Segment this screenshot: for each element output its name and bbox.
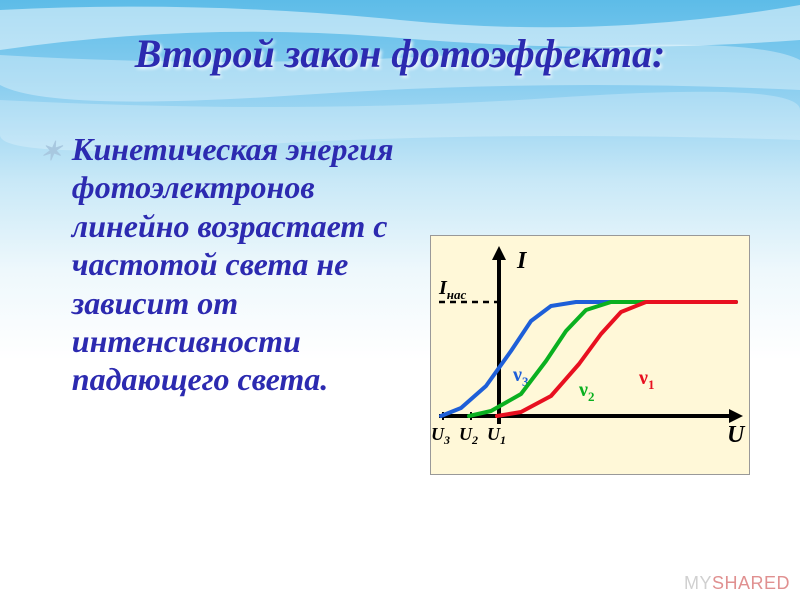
svg-text:Iнас: Iнас (438, 277, 467, 302)
svg-text:U2: U2 (459, 424, 478, 447)
svg-text:U1: U1 (487, 424, 506, 447)
watermark-red: SHARED (712, 573, 790, 593)
bullet-paragraph: ✶ Кинетическая энергия фотоэлектронов ли… (40, 130, 400, 399)
slide-title: Второй закон фотоэффекта: (0, 30, 800, 77)
svg-text:I: I (516, 248, 528, 274)
iv-chart: IUIнасU3U2U1ν3ν2ν1 (430, 235, 750, 475)
svg-text:ν2: ν2 (578, 379, 594, 404)
watermark: MYSHARED (684, 573, 790, 594)
svg-text:U3: U3 (431, 424, 450, 447)
svg-text:ν1: ν1 (638, 367, 654, 392)
bullet-star-icon: ✶ (40, 136, 62, 167)
svg-text:U: U (727, 422, 746, 448)
bullet-text: Кинетическая энергия фотоэлектронов лине… (72, 130, 400, 399)
watermark-pre: MY (684, 573, 712, 593)
